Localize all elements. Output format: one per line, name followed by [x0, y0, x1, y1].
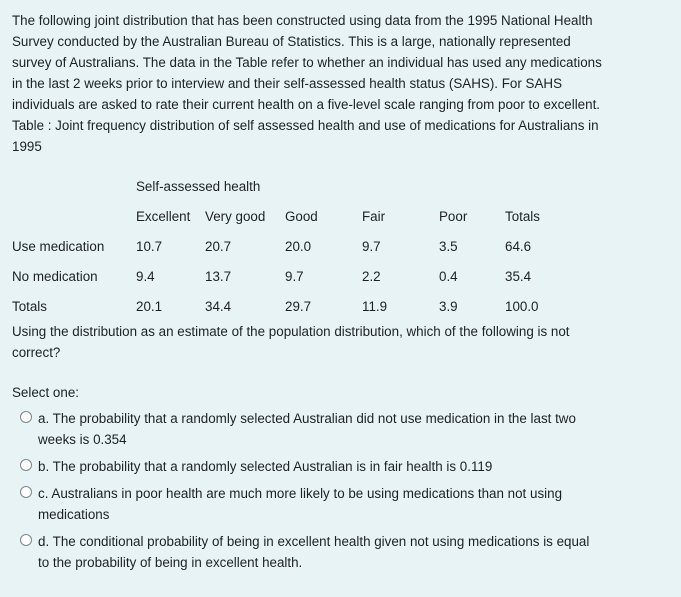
table-cell: 3.9 — [439, 298, 458, 314]
option-text: d. The conditional probability of being … — [38, 534, 590, 549]
table-cell: 0.4 — [439, 268, 458, 284]
table-cell: 10.7 — [136, 238, 163, 254]
intro-line: Survey conducted by the Australian Burea… — [12, 34, 571, 49]
joint-distribution-table: Self-assessed health Excellent Very good… — [12, 171, 585, 321]
table-cell: 11.9 — [362, 298, 388, 314]
answer-options: a. The probability that a randomly selec… — [12, 408, 669, 573]
table-cell: 9.4 — [136, 268, 155, 284]
question-text: Using the distribution as an estimate of… — [12, 321, 669, 363]
intro-text: The following joint distribution that ha… — [12, 10, 669, 157]
table-cell: 9.7 — [285, 268, 304, 284]
intro-line: individuals are asked to rate their curr… — [12, 97, 601, 112]
table-cell: 64.6 — [505, 238, 532, 254]
intro-line: The following joint distribution that ha… — [12, 13, 593, 28]
radio-button-c[interactable] — [20, 486, 32, 498]
table-cell: 34.4 — [205, 298, 232, 314]
table-cell: 29.7 — [285, 298, 312, 314]
option-text: c. Australians in poor health are much m… — [38, 486, 563, 501]
answer-option-b[interactable]: b. The probability that a randomly selec… — [12, 456, 669, 477]
table-cell: 20.1 — [136, 298, 163, 314]
intro-line: in the last 2 weeks prior to interview a… — [12, 76, 562, 91]
table-cell: 9.7 — [362, 238, 381, 254]
intro-line: Table : Joint frequency distribution of … — [12, 118, 599, 133]
question-line: Using the distribution as an estimate of… — [12, 324, 570, 339]
intro-line: survey of Australians. The data in the T… — [12, 55, 602, 70]
option-text: b. The probability that a randomly selec… — [38, 459, 493, 474]
table-group-header-row: Self-assessed health — [12, 171, 585, 201]
radio-button-a[interactable] — [20, 411, 32, 423]
option-text: to the probability of being in excellent… — [38, 555, 303, 570]
row-label: Totals — [12, 298, 47, 314]
column-header: Poor — [439, 208, 468, 224]
select-one-label: Select one: — [12, 385, 79, 400]
table-cell: 20.7 — [205, 238, 232, 254]
option-text: medications — [38, 507, 110, 522]
row-label: Use medication — [12, 238, 105, 254]
intro-line: 1995 — [12, 139, 42, 154]
radio-button-d[interactable] — [20, 534, 32, 546]
column-header: Totals — [505, 208, 540, 224]
table-header-row: Excellent Very good Good Fair Poor Total… — [12, 201, 585, 231]
table-cell: 20.0 — [285, 238, 312, 254]
question-line: correct? — [12, 345, 61, 360]
column-header: Excellent — [136, 208, 191, 224]
column-header: Good — [285, 208, 318, 224]
column-header: Fair — [362, 208, 386, 224]
table-row: Totals 20.1 34.4 29.7 11.9 3.9 100.0 — [12, 291, 585, 321]
table-cell: 100.0 — [505, 298, 539, 314]
table-cell: 3.5 — [439, 238, 458, 254]
answer-option-a[interactable]: a. The probability that a randomly selec… — [12, 408, 669, 450]
table-cell: 13.7 — [205, 268, 232, 284]
option-text: weeks is 0.354 — [38, 432, 127, 447]
column-header: Very good — [205, 208, 266, 224]
answer-option-d[interactable]: d. The conditional probability of being … — [12, 531, 669, 573]
radio-button-b[interactable] — [20, 459, 32, 471]
table-row: Use medication 10.7 20.7 20.0 9.7 3.5 64… — [12, 231, 585, 261]
option-text: a. The probability that a randomly selec… — [38, 411, 576, 426]
table-cell: 2.2 — [362, 268, 381, 284]
table-row: No medication 9.4 13.7 9.7 2.2 0.4 35.4 — [12, 261, 585, 291]
answer-option-c[interactable]: c. Australians in poor health are much m… — [12, 483, 669, 525]
group-header: Self-assessed health — [136, 178, 261, 194]
table-cell: 35.4 — [505, 268, 532, 284]
row-label: No medication — [12, 268, 98, 284]
